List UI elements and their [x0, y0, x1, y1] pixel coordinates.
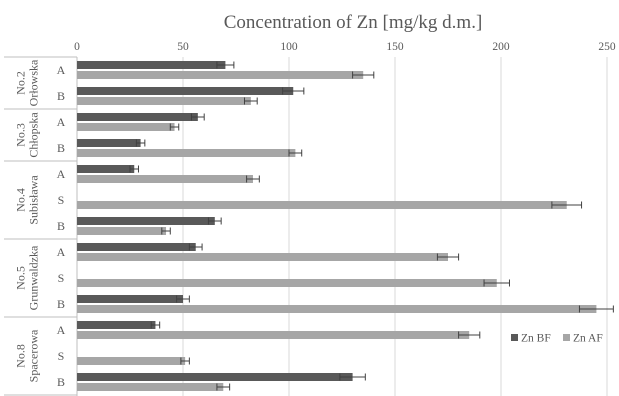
- bar-af-group2-b1: [77, 149, 296, 157]
- bar-af-group3-a0: [77, 175, 253, 183]
- row-label-group2-a0: A: [57, 115, 66, 129]
- bar-bf-group4-a0: [77, 243, 196, 251]
- group-label-4-line1: No.5: [13, 266, 27, 290]
- row-label-group3-b2: B: [57, 219, 65, 233]
- row-label-group1-b1: B: [57, 89, 65, 103]
- group-label-4-line2: Grunwaldzka: [26, 245, 40, 310]
- gridlines: [76, 57, 608, 396]
- x-tick-label-50: 50: [177, 41, 189, 53]
- row-label-group5-a0: A: [57, 323, 66, 337]
- bar-bf-group1-a0: [77, 61, 226, 69]
- bar-af-group5-s1: [77, 357, 186, 365]
- group-label-3-line1: No.4: [13, 188, 27, 212]
- bar-bf-group3-a0: [77, 165, 135, 173]
- legend-label-bf: Zn BF: [521, 333, 551, 345]
- group-dividers: [4, 56, 77, 396]
- x-tick-label-200: 200: [492, 41, 510, 53]
- row-label-group2-b1: B: [57, 141, 65, 155]
- bar-af-group1-a0: [77, 71, 364, 79]
- x-axis-ticks: 0 50 100 150 200 250: [74, 41, 616, 53]
- row-label-group4-b2: B: [57, 297, 65, 311]
- group-label-1-line1: No.2: [13, 71, 27, 95]
- group-label-2-line1: No.3: [13, 123, 27, 147]
- group-label-5-line2: Spacerowa: [26, 329, 40, 382]
- bar-bf-group2-b1: [77, 139, 141, 147]
- row-label-group3-s1: S: [58, 193, 65, 207]
- bar-af-group2-a0: [77, 123, 175, 131]
- group-label-1-line2: Orłowska: [26, 59, 40, 106]
- bars: [77, 61, 614, 391]
- row-label-group5-b2: B: [57, 375, 65, 389]
- x-tick-label-150: 150: [386, 41, 404, 53]
- group-label-5-line1: No.8: [13, 344, 27, 368]
- row-label-group4-s1: S: [58, 271, 65, 285]
- bar-bf-group2-a0: [77, 113, 198, 121]
- bar-bf-group5-a0: [77, 321, 156, 329]
- bar-bf-group5-b2: [77, 373, 353, 381]
- bar-af-group5-a0: [77, 331, 470, 339]
- group-label-3-line2: Subisława: [26, 175, 40, 225]
- bar-bf-group3-b2: [77, 217, 215, 225]
- chart-title: Concentration of Zn [mg/kg d.m.]: [224, 12, 483, 33]
- bar-af-group4-b2: [77, 305, 597, 313]
- row-label-group3-a0: A: [57, 167, 66, 181]
- bar-bf-group1-b1: [77, 87, 294, 95]
- bar-af-group3-s1: [77, 201, 567, 209]
- x-tick-label-100: 100: [280, 41, 298, 53]
- row-label-group1-a0: A: [57, 63, 66, 77]
- bar-af-group4-a0: [77, 253, 448, 261]
- legend-label-af: Zn AF: [573, 333, 603, 345]
- row-label-group5-s1: S: [58, 349, 65, 363]
- bar-af-group1-b1: [77, 97, 251, 105]
- legend-swatch-bf: [511, 334, 518, 341]
- bar-bf-group4-b2: [77, 295, 183, 303]
- group-labels: No.2 Orłowska No.3 Chłopska No.4 Subisława No.…: [13, 59, 40, 382]
- legend: Zn BF Zn AF: [511, 333, 603, 345]
- group-label-2-line2: Chłopska: [26, 112, 40, 158]
- legend-swatch-af: [563, 334, 570, 341]
- bar-af-group4-s1: [77, 279, 497, 287]
- bar-af-group3-b2: [77, 227, 167, 235]
- x-tick-label-250: 250: [598, 41, 616, 53]
- row-label-group4-a0: A: [57, 245, 66, 259]
- bar-af-group5-b2: [77, 383, 224, 391]
- x-tick-label-0: 0: [74, 41, 80, 53]
